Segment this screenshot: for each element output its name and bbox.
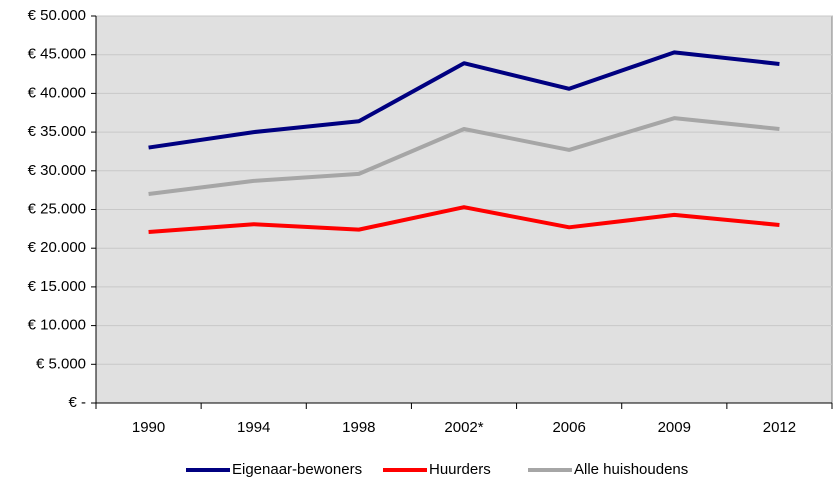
x-tick-label: 1994 [237, 419, 270, 436]
y-tick-label: € 25.000 [28, 200, 86, 217]
y-tick-label: € - [68, 394, 86, 411]
y-tick-label: € 5.000 [36, 355, 86, 372]
series-line [148, 116, 780, 197]
y-tick-label: € 20.000 [28, 239, 86, 256]
x-tick-label: 1990 [132, 419, 165, 436]
legend-label: Eigenaar-bewoners [232, 461, 362, 478]
x-tick-label: 2006 [552, 419, 585, 436]
y-tick-label: € 15.000 [28, 278, 86, 295]
x-tick-label: 2002* [444, 419, 483, 436]
x-tick-label: 2009 [658, 419, 691, 436]
y-tick-label: € 30.000 [28, 162, 86, 179]
y-tick-label: € 10.000 [28, 317, 86, 334]
series-line [148, 50, 780, 150]
y-tick-label: € 50.000 [28, 7, 86, 24]
y-tick-label: € 35.000 [28, 123, 86, 140]
legend-label: Huurders [429, 461, 491, 478]
series-line [148, 205, 780, 234]
legend-label: Alle huishoudens [574, 461, 688, 478]
x-tick-label: 1998 [342, 419, 375, 436]
y-tick-label: € 45.000 [28, 46, 86, 63]
y-tick-label: € 40.000 [28, 84, 86, 101]
x-tick-label: 2012 [763, 419, 796, 436]
